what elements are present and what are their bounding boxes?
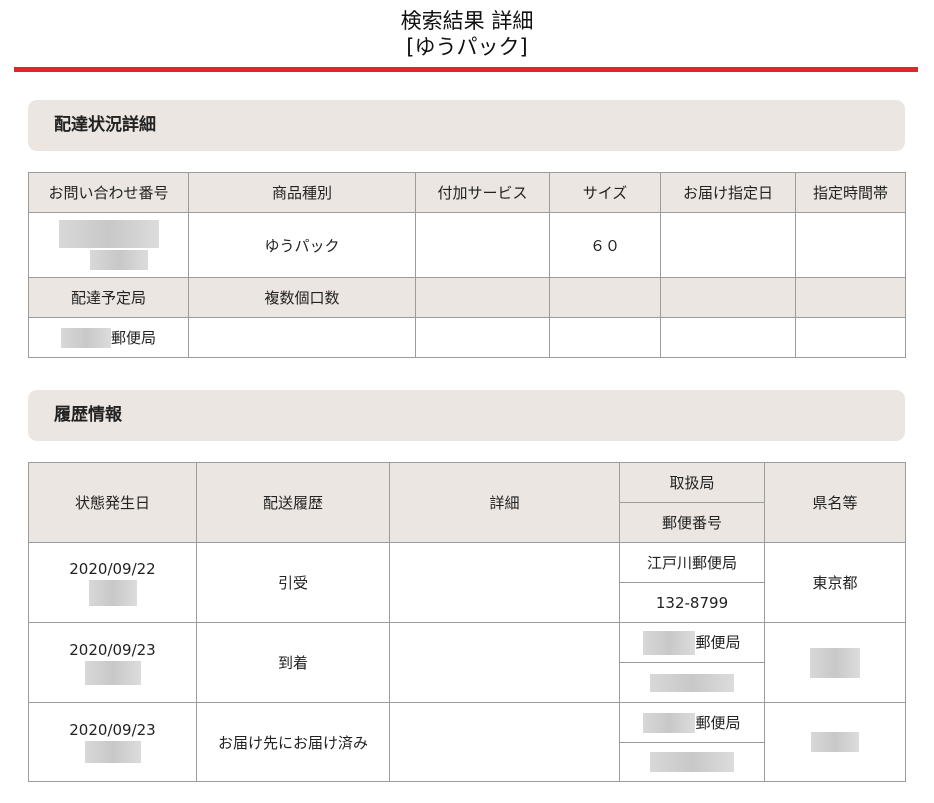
postal-code-cell	[619, 742, 765, 782]
header-detail: 詳細	[389, 462, 620, 543]
delivery-status-table: お問い合わせ番号 商品種別 付加サービス サイズ お届け指定日 指定時間帯 ゆう…	[28, 172, 906, 358]
redacted-block	[650, 752, 734, 772]
delivery-office-cell: 郵便局	[28, 317, 189, 358]
header-additional-service: 付加サービス	[415, 172, 550, 213]
designated-date-cell	[660, 212, 796, 278]
redacted-block	[84, 660, 141, 685]
office-cell: 郵便局	[619, 622, 765, 663]
redacted-block	[88, 579, 137, 606]
date-cell: 2020/09/23	[28, 702, 197, 782]
header-designated-time: 指定時間帯	[795, 172, 906, 213]
tracking-number-cell	[28, 212, 189, 278]
header-office: 取扱局	[619, 462, 765, 503]
status-cell: お届け先にお届け済み	[196, 702, 390, 782]
section-history: 履歴情報	[28, 390, 905, 441]
history-row: 2020/09/23 お届け先にお届け済み 郵便局	[28, 702, 906, 782]
header-size: サイズ	[549, 172, 661, 213]
redacted-block	[89, 250, 148, 270]
postal-code-cell	[619, 662, 765, 703]
header-tracking-number: お問い合わせ番号	[28, 172, 189, 213]
detail-cell	[389, 702, 620, 782]
date-cell: 2020/09/23	[28, 622, 197, 703]
status-cell: 引受	[196, 542, 390, 623]
redacted-block	[58, 220, 159, 248]
history-table: 状態発生日 配送履歴 詳細 取扱局 県名等 郵便番号 2020/09/22 引受…	[28, 462, 906, 782]
redacted-block	[60, 328, 111, 349]
header-prefecture: 県名等	[764, 462, 906, 543]
divider	[14, 67, 918, 72]
section-delivery-status: 配達状況詳細	[28, 100, 905, 151]
header-status: 配送履歴	[196, 462, 390, 543]
detail-cell	[389, 542, 620, 623]
designated-time-cell	[795, 212, 906, 278]
product-type-cell: ゆうパック	[188, 212, 416, 278]
size-cell: ６０	[549, 212, 661, 278]
redacted-block	[650, 673, 734, 692]
postal-code-cell: 132-8799	[619, 582, 765, 623]
redacted-block	[810, 647, 860, 678]
header-multiple-pieces: 複数個口数	[188, 277, 416, 318]
history-row: 2020/09/23 到着 郵便局	[28, 622, 906, 703]
redacted-block	[643, 630, 696, 655]
office-cell: 江戸川郵便局	[619, 542, 765, 583]
redacted-block	[811, 732, 859, 752]
status-cell: 到着	[196, 622, 390, 703]
header-designated-date: お届け指定日	[660, 172, 796, 213]
additional-service-cell	[415, 212, 550, 278]
prefecture-cell	[764, 702, 906, 782]
header-postal-code: 郵便番号	[619, 502, 765, 543]
page-title: 検索結果 詳細 [ゆうパック]	[400, 9, 534, 59]
office-cell: 郵便局	[619, 702, 765, 743]
header-date: 状態発生日	[28, 462, 197, 543]
history-row: 2020/09/22 引受 江戸川郵便局 東京都	[28, 542, 906, 623]
detail-cell	[389, 622, 620, 703]
date-cell: 2020/09/22	[28, 542, 197, 623]
prefecture-cell	[764, 622, 906, 703]
header-product-type: 商品種別	[188, 172, 416, 213]
prefecture-cell: 東京都	[764, 542, 906, 623]
redacted-block	[84, 741, 141, 763]
redacted-block	[643, 713, 696, 734]
header-delivery-office: 配達予定局	[28, 277, 189, 318]
